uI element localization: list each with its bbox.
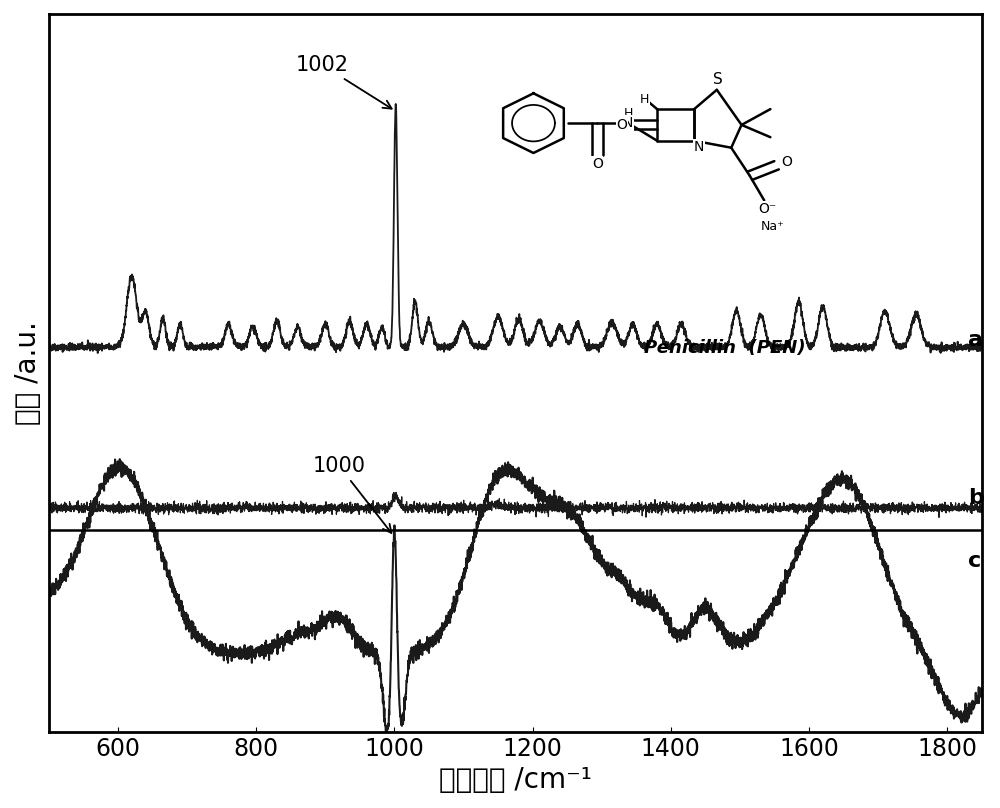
Text: c: c [968,551,981,571]
X-axis label: 拉曼位移 /cm⁻¹: 拉曼位移 /cm⁻¹ [439,766,592,794]
Y-axis label: 强度 /a.u.: 强度 /a.u. [14,321,42,425]
Text: 1000: 1000 [313,456,391,533]
Text: b: b [968,488,984,508]
Text: 1002: 1002 [295,55,392,108]
Text: Penicillin  (PEN): Penicillin (PEN) [644,339,806,356]
Text: a: a [968,330,983,350]
